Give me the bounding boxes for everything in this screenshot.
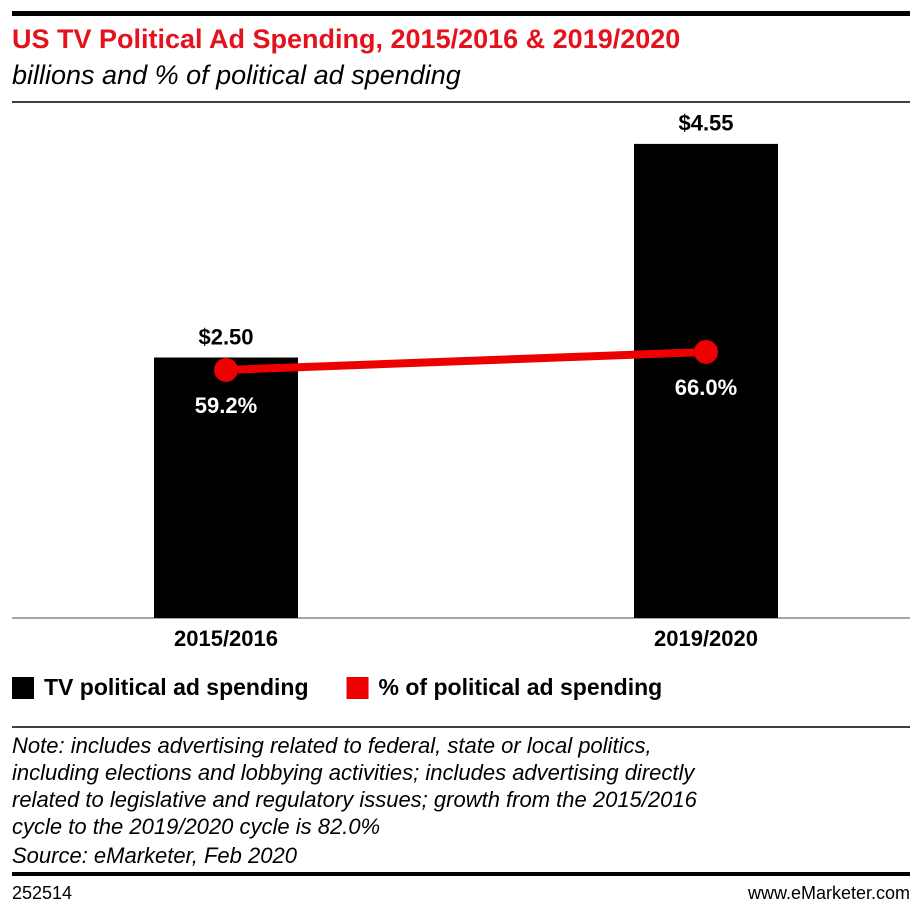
data-label: 59.2% [195,393,257,418]
note-line: cycle to the 2019/2020 cycle is 82.0% [12,814,380,839]
legend-swatch [346,677,369,699]
chart-subtitle: billions and % of political ad spending [12,60,461,90]
source: Source: eMarketer, Feb 2020 [12,843,298,868]
bottom-rule [12,872,910,876]
line-point [694,339,718,364]
chart-title: US TV Political Ad Spending, 2015/2016 &… [12,24,680,54]
line [225,347,707,374]
data-label: $4.55 [678,111,733,136]
top-rule [12,11,910,16]
legend-label: % of political ad spending [379,674,663,700]
line-point [214,357,238,382]
note-line: related to legislative and regulatory is… [12,787,698,812]
website: www.eMarketer.com [747,883,910,903]
note-line: Note: includes advertising related to fe… [12,733,652,758]
legend-label: TV political ad spending [44,674,309,700]
data-label: 66.0% [675,375,737,400]
note-line: including elections and lobbying activit… [12,760,696,785]
chart-id: 252514 [12,883,72,903]
x-tick-label: 2019/2020 [654,626,758,651]
bar [634,143,778,618]
x-tick-label: 2015/2016 [174,626,278,651]
bar [154,357,298,618]
legend-swatch [12,677,34,699]
data-label: $2.50 [198,324,253,349]
